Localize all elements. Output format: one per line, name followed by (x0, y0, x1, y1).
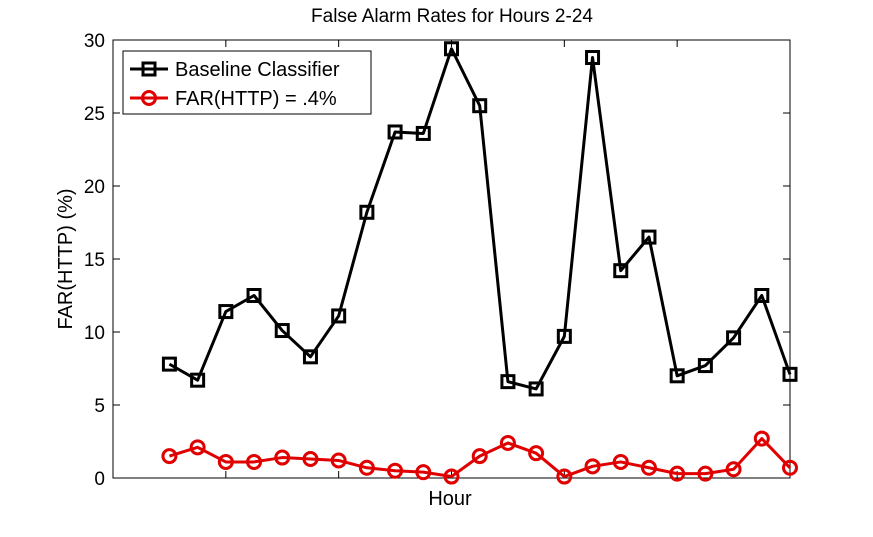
y-tick-label: 25 (84, 104, 105, 125)
data-point (725, 461, 742, 478)
data-point (584, 458, 601, 475)
legend: Baseline Classifier FAR(HTTP) = .4% (122, 50, 372, 115)
data-point (358, 459, 375, 476)
x-axis-label: Hour (428, 488, 472, 510)
series-layer (161, 41, 798, 485)
data-point (753, 430, 770, 447)
data-point (612, 453, 629, 470)
data-point (697, 465, 714, 482)
legend-label-far: FAR(HTTP) = .4% (175, 88, 337, 110)
data-point (669, 368, 685, 384)
data-point (415, 125, 431, 141)
data-point (189, 439, 206, 456)
data-point (443, 468, 460, 485)
series-line (168, 437, 792, 479)
data-point (217, 453, 234, 470)
data-point (669, 465, 686, 482)
y-tick-label: 30 (84, 31, 105, 52)
legend-label-baseline: Baseline Classifier (175, 59, 340, 81)
data-point (274, 449, 291, 466)
data-point (218, 304, 234, 320)
data-point (782, 459, 798, 476)
data-point (613, 263, 629, 279)
data-point (161, 448, 178, 465)
y-tick-labels: 0 5 10 15 20 25 30 (84, 31, 105, 490)
data-point (556, 328, 572, 344)
series-1 (161, 430, 798, 485)
data-point (640, 459, 657, 476)
data-point (302, 451, 319, 468)
series-line (168, 47, 792, 391)
data-point (190, 372, 206, 388)
data-point (726, 330, 742, 346)
data-point (330, 452, 347, 469)
data-point (499, 434, 516, 451)
data-point (754, 288, 770, 303)
data-point (246, 288, 262, 303)
data-point (697, 358, 713, 374)
y-tick-label: 0 (94, 469, 105, 490)
data-point (415, 464, 432, 481)
data-point (444, 41, 459, 57)
data-point (246, 453, 263, 470)
data-point (302, 349, 318, 365)
legend-marker-far (141, 90, 157, 106)
data-point (472, 98, 488, 114)
legend-box (122, 50, 372, 115)
data-point (641, 229, 657, 245)
data-point (274, 323, 290, 339)
y-axis-label: FAR(HTTP) (%) (55, 188, 77, 329)
data-point (528, 381, 544, 397)
y-tick-label: 20 (84, 177, 105, 198)
y-tick-label: 15 (84, 250, 105, 271)
legend-marker-baseline (141, 61, 157, 77)
data-point (387, 462, 404, 479)
data-point (500, 374, 516, 390)
data-point (161, 356, 177, 372)
data-point (528, 445, 545, 462)
data-point (782, 366, 798, 382)
data-point (331, 308, 347, 324)
data-point (387, 124, 403, 140)
chart-title: False Alarm Rates for Hours 2-24 (311, 6, 593, 27)
series-0 (161, 41, 798, 397)
data-point (359, 204, 375, 220)
data-point (585, 50, 601, 66)
y-tick-label: 10 (84, 323, 105, 344)
data-point (471, 448, 488, 465)
y-tick-label: 5 (94, 396, 105, 417)
data-point (556, 468, 573, 485)
